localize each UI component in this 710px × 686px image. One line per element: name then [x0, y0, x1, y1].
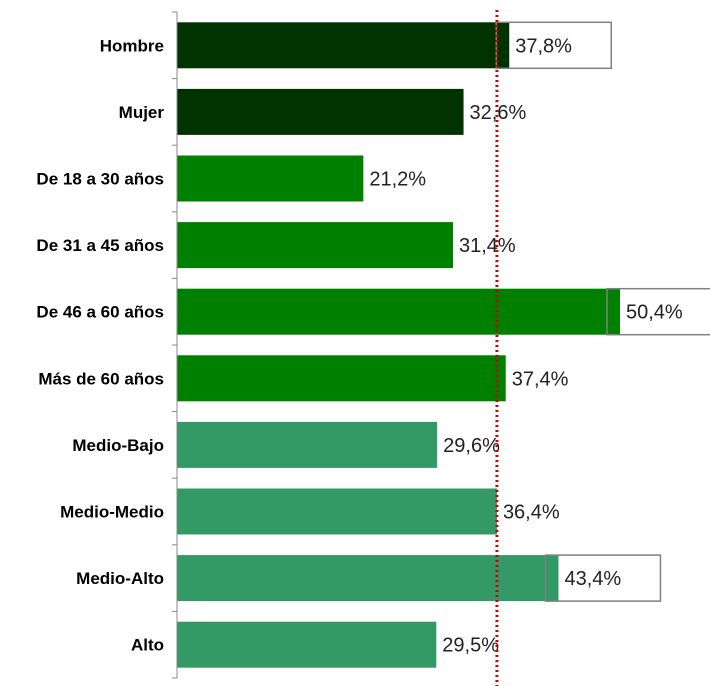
value-label: 50,4%: [626, 302, 683, 324]
category-label: Mujer: [119, 103, 165, 122]
category-label: De 46 a 60 años: [36, 303, 164, 322]
value-label: 36,4%: [503, 502, 560, 524]
bar-9: [177, 621, 437, 668]
bar-4: [177, 288, 620, 335]
value-label: 29,5%: [442, 635, 499, 657]
value-label: 43,4%: [564, 568, 621, 590]
bar-7: [177, 488, 497, 535]
bar-5: [177, 355, 506, 402]
bar-6: [177, 421, 438, 468]
category-label: Alto: [131, 636, 164, 655]
labels-layer: Hombre 37,8% Mujer 32,6% De 18 a 30 años 21,2…: [36, 21, 710, 657]
bars-layer: [177, 22, 620, 668]
value-label: 32,6%: [470, 102, 527, 124]
highlight-box: [606, 287, 710, 336]
bar-3: [177, 222, 453, 269]
bar-1: [177, 88, 464, 135]
value-label: 29,6%: [443, 435, 500, 457]
category-label: Medio-Medio: [60, 503, 164, 522]
bar-2: [177, 155, 364, 202]
bar-8: [177, 555, 559, 602]
category-label: De 18 a 30 años: [36, 170, 164, 189]
category-label: Medio-Bajo: [72, 436, 164, 455]
value-label: 21,2%: [369, 169, 426, 191]
category-label: Más de 60 años: [38, 369, 164, 388]
category-label: De 31 a 45 años: [36, 236, 164, 255]
bar-0: [177, 22, 510, 69]
axis-ticks: [172, 11, 177, 679]
value-label: 37,4%: [512, 368, 569, 390]
category-label: Medio-Alto: [76, 569, 164, 588]
value-label: 37,8%: [515, 35, 572, 57]
category-label: Hombre: [100, 36, 164, 55]
value-label: 31,4%: [459, 235, 516, 257]
highlight-box: [544, 554, 662, 602]
